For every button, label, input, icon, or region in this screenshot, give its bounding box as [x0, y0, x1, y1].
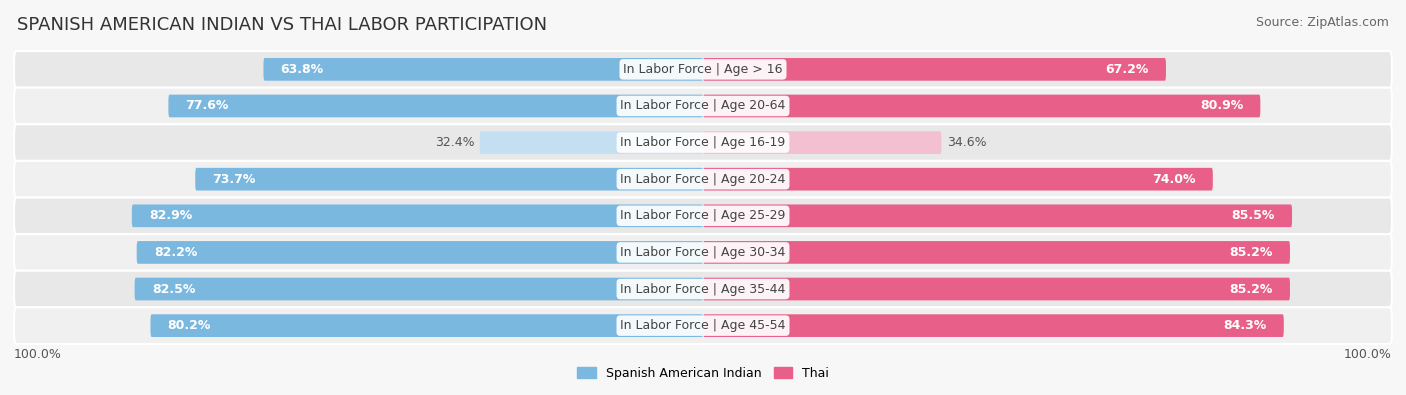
FancyBboxPatch shape	[14, 88, 1392, 124]
Text: 73.7%: 73.7%	[212, 173, 256, 186]
Text: 100.0%: 100.0%	[1344, 348, 1392, 361]
Text: 100.0%: 100.0%	[14, 348, 62, 361]
FancyBboxPatch shape	[14, 234, 1392, 271]
Text: 32.4%: 32.4%	[434, 136, 474, 149]
FancyBboxPatch shape	[136, 241, 703, 264]
FancyBboxPatch shape	[14, 271, 1392, 307]
Text: 34.6%: 34.6%	[946, 136, 987, 149]
Text: 74.0%: 74.0%	[1152, 173, 1195, 186]
FancyBboxPatch shape	[14, 161, 1392, 198]
FancyBboxPatch shape	[703, 314, 1284, 337]
Text: In Labor Force | Age 16-19: In Labor Force | Age 16-19	[620, 136, 786, 149]
FancyBboxPatch shape	[14, 307, 1392, 344]
Text: 80.9%: 80.9%	[1199, 100, 1243, 113]
Text: SPANISH AMERICAN INDIAN VS THAI LABOR PARTICIPATION: SPANISH AMERICAN INDIAN VS THAI LABOR PA…	[17, 16, 547, 34]
FancyBboxPatch shape	[14, 124, 1392, 161]
Text: In Labor Force | Age 25-29: In Labor Force | Age 25-29	[620, 209, 786, 222]
Text: In Labor Force | Age 45-54: In Labor Force | Age 45-54	[620, 319, 786, 332]
FancyBboxPatch shape	[703, 278, 1289, 300]
Text: 77.6%: 77.6%	[186, 100, 229, 113]
Text: 82.5%: 82.5%	[152, 282, 195, 295]
Text: In Labor Force | Age 20-64: In Labor Force | Age 20-64	[620, 100, 786, 113]
FancyBboxPatch shape	[195, 168, 703, 190]
Text: 82.2%: 82.2%	[153, 246, 197, 259]
Text: 85.2%: 85.2%	[1229, 282, 1272, 295]
Text: In Labor Force | Age 35-44: In Labor Force | Age 35-44	[620, 282, 786, 295]
Text: 80.2%: 80.2%	[167, 319, 211, 332]
Text: In Labor Force | Age > 16: In Labor Force | Age > 16	[623, 63, 783, 76]
FancyBboxPatch shape	[263, 58, 703, 81]
Legend: Spanish American Indian, Thai: Spanish American Indian, Thai	[571, 361, 835, 386]
Text: In Labor Force | Age 30-34: In Labor Force | Age 30-34	[620, 246, 786, 259]
FancyBboxPatch shape	[703, 95, 1260, 117]
FancyBboxPatch shape	[135, 278, 703, 300]
FancyBboxPatch shape	[703, 168, 1213, 190]
FancyBboxPatch shape	[14, 51, 1392, 88]
FancyBboxPatch shape	[703, 241, 1289, 264]
FancyBboxPatch shape	[703, 131, 942, 154]
Text: In Labor Force | Age 20-24: In Labor Force | Age 20-24	[620, 173, 786, 186]
FancyBboxPatch shape	[14, 198, 1392, 234]
Text: Source: ZipAtlas.com: Source: ZipAtlas.com	[1256, 16, 1389, 29]
Text: 85.2%: 85.2%	[1229, 246, 1272, 259]
FancyBboxPatch shape	[479, 131, 703, 154]
Text: 85.5%: 85.5%	[1232, 209, 1275, 222]
FancyBboxPatch shape	[169, 95, 703, 117]
Text: 67.2%: 67.2%	[1105, 63, 1149, 76]
FancyBboxPatch shape	[132, 205, 703, 227]
FancyBboxPatch shape	[703, 205, 1292, 227]
Text: 84.3%: 84.3%	[1223, 319, 1267, 332]
Text: 63.8%: 63.8%	[281, 63, 323, 76]
FancyBboxPatch shape	[150, 314, 703, 337]
Text: 82.9%: 82.9%	[149, 209, 193, 222]
FancyBboxPatch shape	[703, 58, 1166, 81]
